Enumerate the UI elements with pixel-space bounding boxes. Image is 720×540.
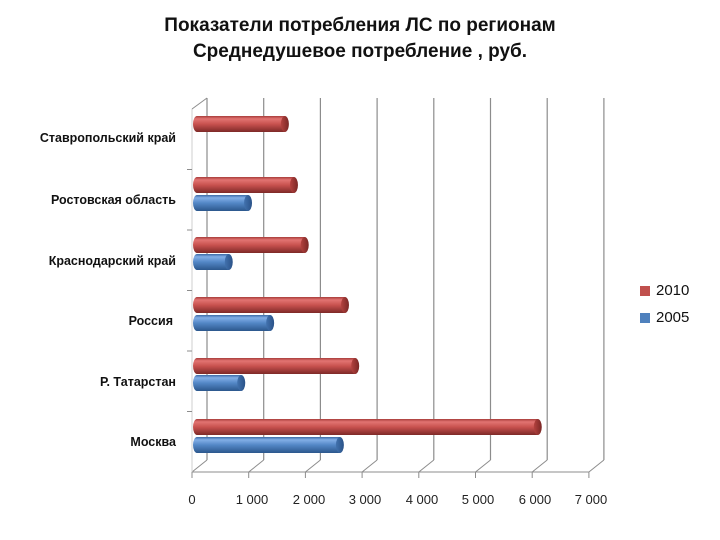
x-tick-label: 1 000	[235, 492, 269, 507]
legend-label: 2010	[656, 282, 690, 299]
category-label: Р. Татарстан	[100, 375, 176, 389]
bar	[193, 358, 360, 374]
x-tick-label: 2 000	[292, 492, 326, 507]
chart-subtitle: Среднедушевое потребление , руб.	[192, 41, 528, 62]
x-tick-label: 6 000	[518, 492, 552, 507]
bar	[193, 254, 233, 270]
legend-item-2005: 2005	[640, 309, 689, 326]
x-tick-label: 4 000	[405, 492, 439, 507]
bar	[193, 297, 349, 313]
legend-swatch-icon	[640, 312, 650, 323]
legend-label: 2005	[656, 309, 690, 326]
bar	[193, 195, 253, 211]
bar	[193, 177, 298, 193]
x-tick-label: 5 000	[461, 492, 495, 507]
x-tick-label: 7 000	[574, 492, 608, 507]
x-tick-label: 3 000	[348, 492, 382, 507]
legend-item-2010: 2010	[640, 282, 689, 299]
bar	[193, 437, 344, 453]
legend-swatch-icon	[640, 285, 650, 296]
category-label: Москва	[130, 435, 176, 449]
category-label: Россия	[128, 314, 173, 328]
bars	[193, 116, 542, 453]
category-label: Краснодарский край	[48, 254, 176, 268]
x-tick-label: 0	[188, 492, 196, 507]
bar	[193, 375, 246, 391]
bar	[193, 315, 275, 331]
category-label: Ставропольский край	[39, 131, 176, 145]
bar	[193, 237, 309, 253]
chart-frame	[187, 97, 605, 478]
bar	[193, 419, 542, 435]
chart-title: Показатели потребления ЛС по регионам	[164, 15, 556, 36]
category-label: Ростовская область	[50, 193, 176, 207]
bar	[193, 116, 289, 132]
